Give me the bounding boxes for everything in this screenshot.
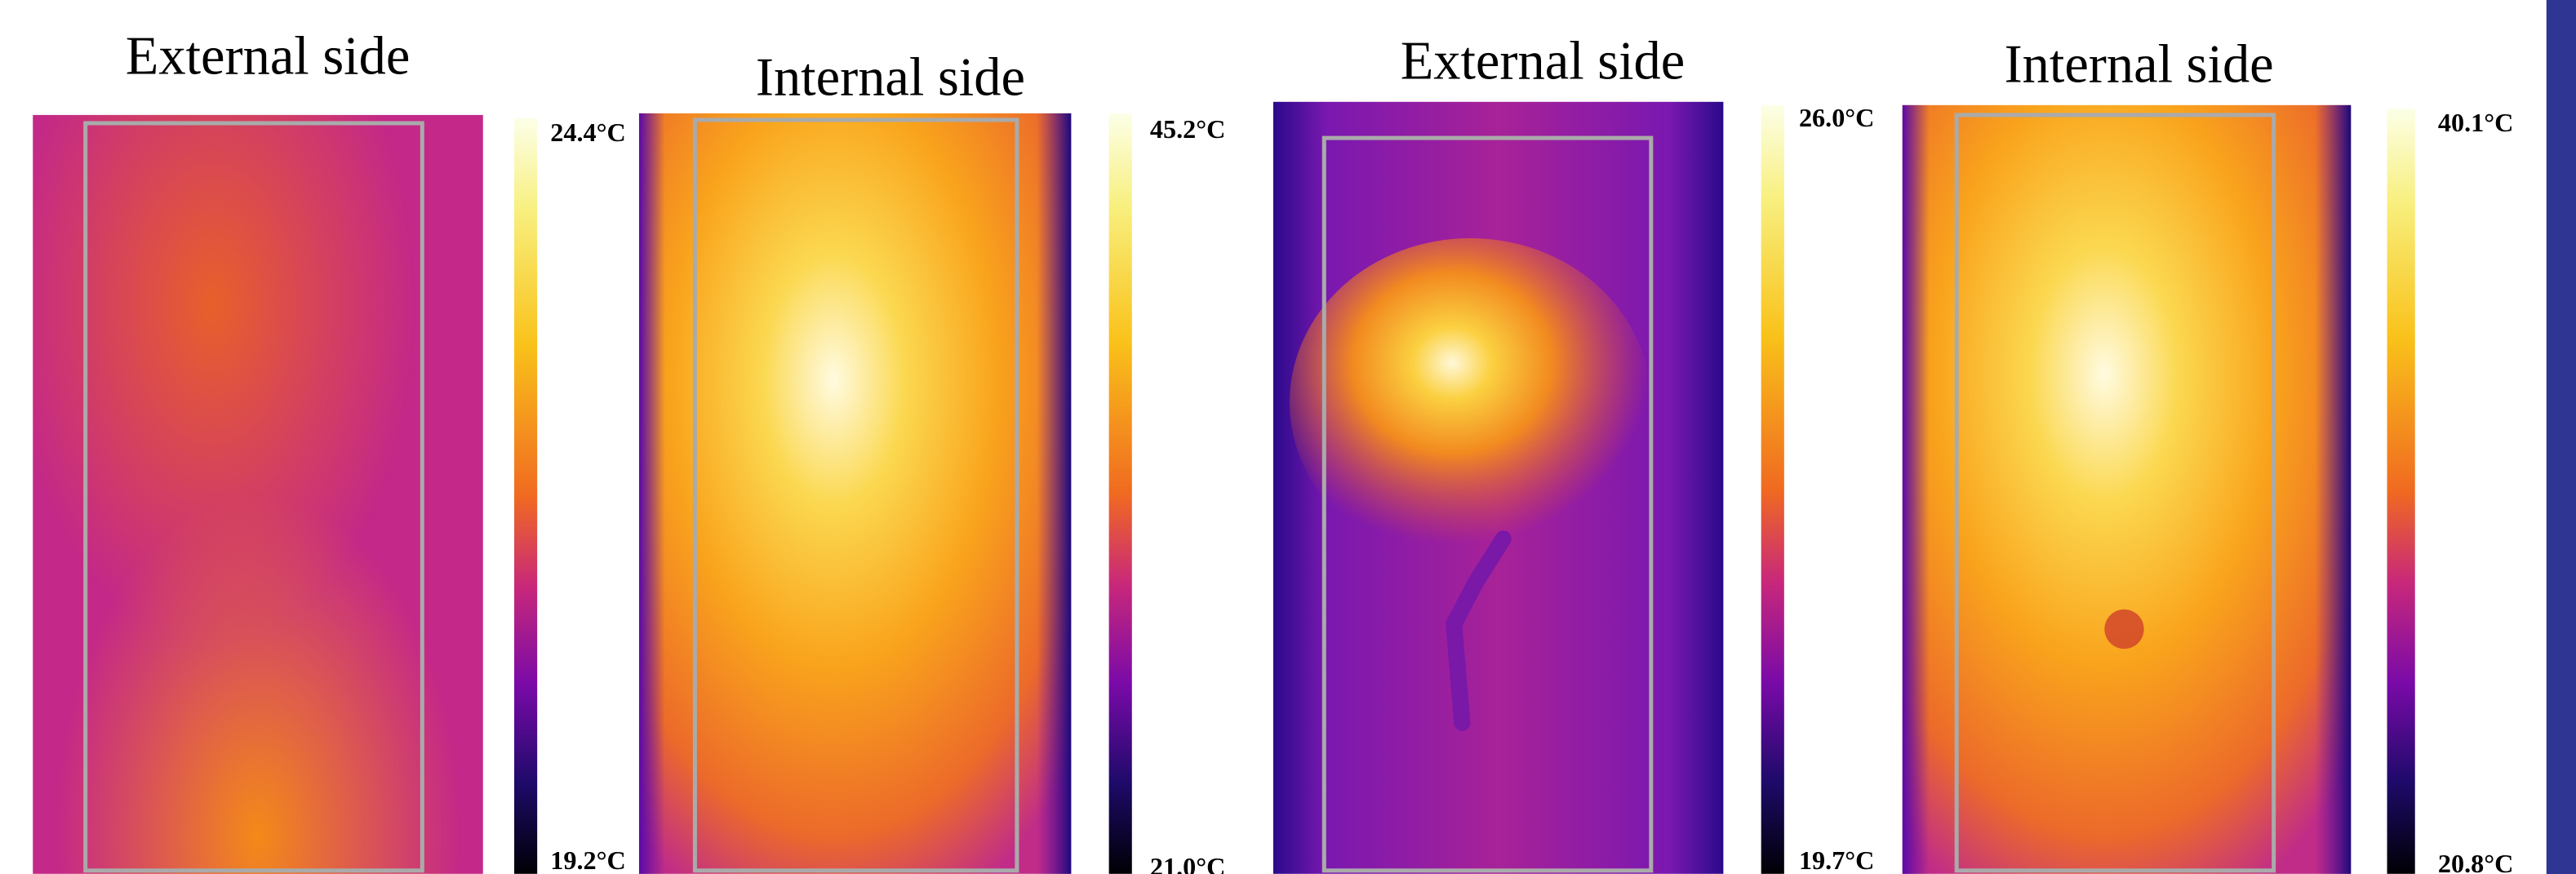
figure: External side 24.4°C 19.2°C Internal sid… (0, 0, 2576, 874)
max-temp: 45.2°C (1150, 114, 1225, 144)
thermal-image (639, 113, 1071, 874)
panel-title: Internal side (756, 48, 1025, 108)
min-temp: 21.0°C (1150, 852, 1225, 874)
thermal-image (1273, 102, 1723, 874)
colorbar (514, 118, 537, 874)
panel-title: Internal side (2005, 35, 2274, 95)
max-temp: 40.1°C (2438, 108, 2513, 137)
panel-title: External side (126, 27, 411, 87)
thermal-image (33, 115, 482, 874)
thermal-image (1903, 105, 2351, 874)
max-temp: 26.0°C (1799, 103, 1874, 132)
max-temp: 24.4°C (550, 118, 625, 147)
panel-title: External side (1401, 32, 1686, 91)
colorbar (2387, 109, 2415, 874)
min-temp: 19.7°C (1799, 845, 1874, 874)
min-temp: 19.2°C (550, 845, 625, 874)
colorbar (1109, 113, 1132, 874)
colorbar (1761, 105, 1784, 874)
min-temp: 20.8°C (2438, 849, 2513, 874)
side-bar (2547, 0, 2576, 874)
